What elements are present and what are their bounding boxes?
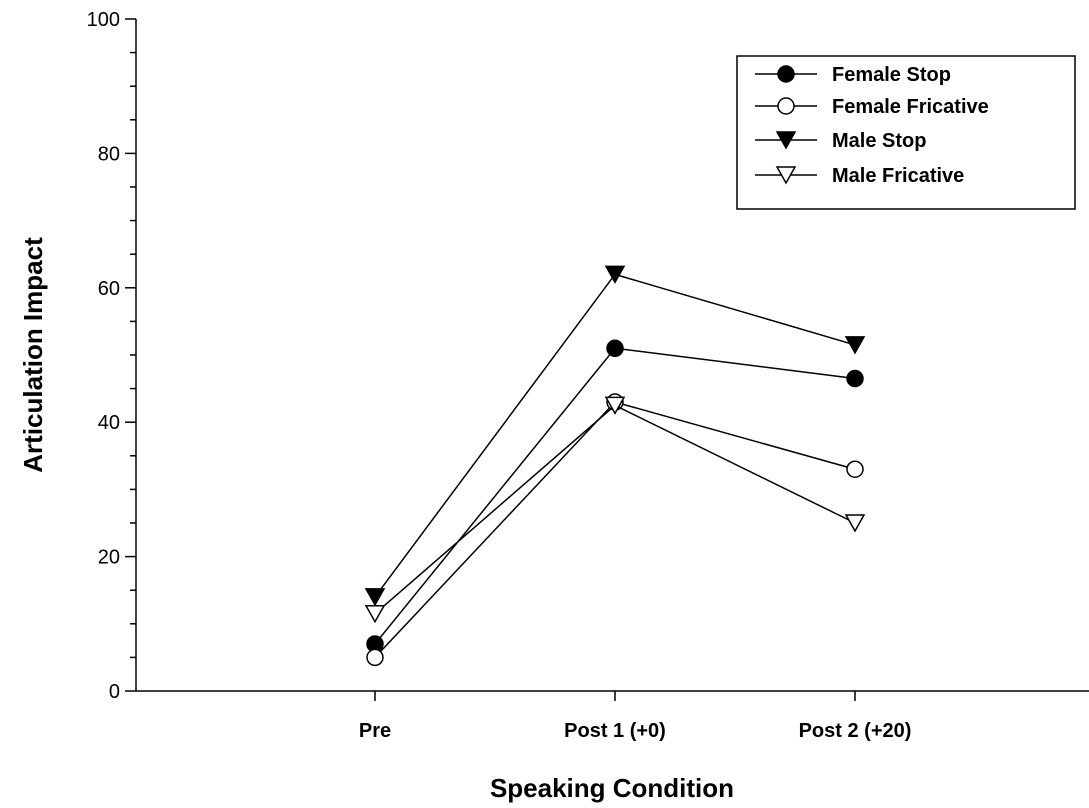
- data-point: [366, 648, 384, 667]
- series-male-stop: [364, 265, 866, 607]
- legend-marker-circle-filled-icon: [777, 65, 795, 83]
- legend-label: Female Fricative: [832, 96, 989, 118]
- data-point: [604, 396, 626, 415]
- legend-item-male-stop: Male Stop: [755, 130, 926, 152]
- data-point: [604, 265, 626, 284]
- legend-marker-triangle-down-open-icon: [775, 166, 797, 185]
- y-tick-label: 80: [98, 143, 120, 165]
- y-tick-label: 0: [109, 681, 120, 703]
- legend: Female Stop Female Fricative Male Stop M…: [736, 55, 1076, 210]
- legend-item-male-fricative: Male Fricative: [755, 165, 964, 187]
- series-line: [374, 347, 856, 645]
- data-point: [846, 460, 864, 478]
- x-tick-label: Post 1 (+0): [564, 720, 666, 742]
- series-line: [374, 273, 856, 598]
- data-point: [844, 514, 866, 533]
- y-axis-title: Articulation Impact: [18, 237, 48, 473]
- legend-label: Male Stop: [832, 130, 926, 152]
- y-tick-label: 20: [98, 547, 120, 569]
- series-male-fricative: [364, 396, 866, 624]
- data-point: [844, 336, 866, 355]
- legend-marker-circle-open-icon: [777, 97, 795, 115]
- series-layer: [364, 265, 866, 667]
- y-tick-label: 100: [87, 9, 120, 31]
- legend-marker-triangle-down-filled-icon: [775, 131, 797, 150]
- x-axis-title: Speaking Condition: [490, 773, 734, 803]
- y-tick-label: 60: [98, 278, 120, 300]
- data-point: [846, 369, 864, 388]
- x-tick-label: Post 2 (+20): [799, 720, 912, 742]
- x-tick-label: Pre: [359, 720, 391, 742]
- x-axis-ticks: Pre Post 1 (+0) Post 2 (+20): [359, 691, 912, 742]
- legend-label: Female Stop: [832, 64, 951, 86]
- y-axis-ticks: 0 20 40 60 80 100: [87, 9, 136, 703]
- series-female-stop: [366, 339, 864, 653]
- legend-label: Male Fricative: [832, 165, 964, 187]
- legend-item-female-fricative: Female Fricative: [755, 96, 989, 118]
- series-line: [374, 401, 856, 658]
- data-point: [606, 339, 624, 358]
- series-female-fricative: [366, 393, 864, 667]
- data-point: [364, 588, 386, 607]
- legend-item-female-stop: Female Stop: [755, 64, 951, 86]
- y-tick-label: 40: [98, 412, 120, 434]
- series-line: [374, 404, 856, 615]
- data-point: [364, 604, 386, 624]
